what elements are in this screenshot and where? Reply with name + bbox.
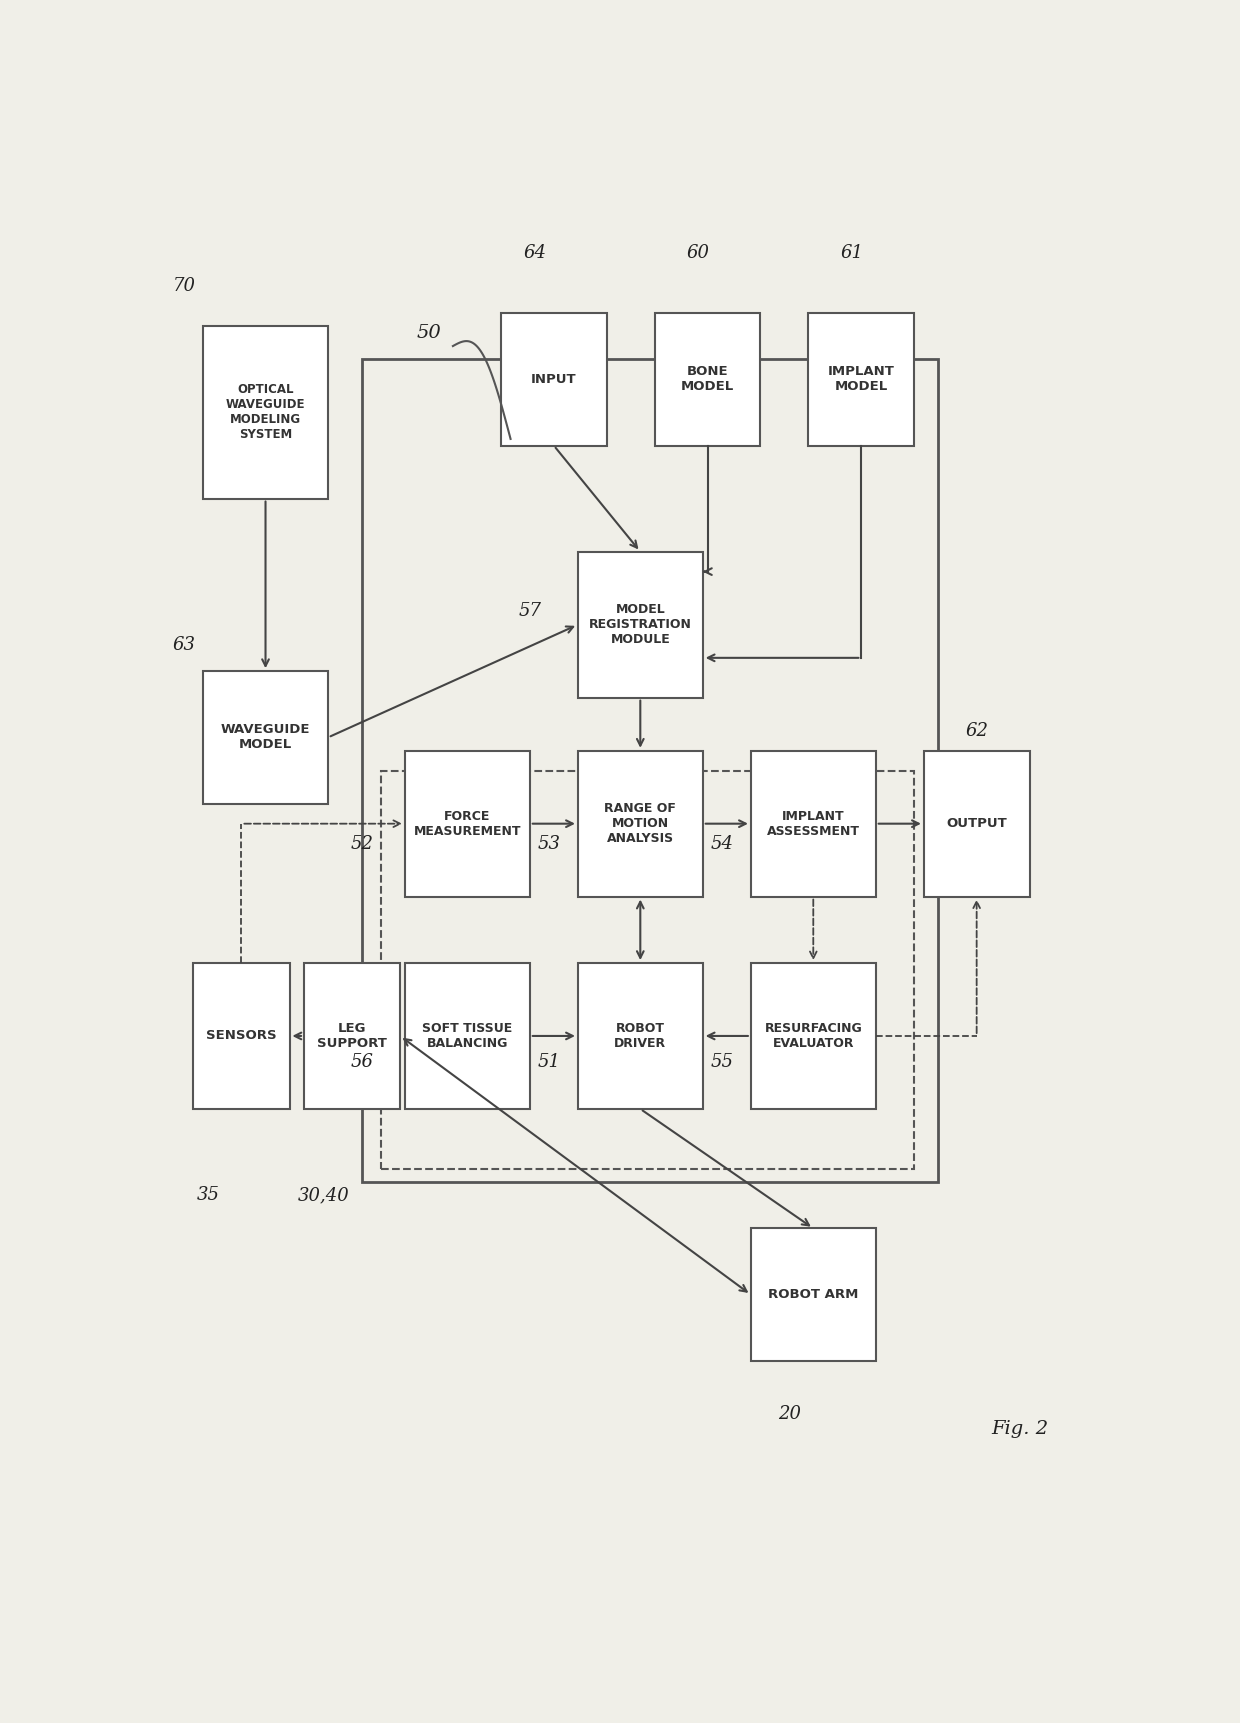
FancyBboxPatch shape	[751, 1228, 875, 1361]
Text: SENSORS: SENSORS	[206, 1029, 277, 1042]
Text: RANGE OF
MOTION
ANALYSIS: RANGE OF MOTION ANALYSIS	[604, 803, 676, 846]
Text: 53: 53	[537, 834, 560, 853]
Text: ROBOT
DRIVER: ROBOT DRIVER	[614, 1022, 666, 1049]
Text: Fig. 2: Fig. 2	[991, 1420, 1048, 1439]
FancyBboxPatch shape	[655, 314, 760, 446]
Text: 61: 61	[841, 245, 863, 262]
FancyBboxPatch shape	[578, 963, 703, 1110]
FancyBboxPatch shape	[203, 326, 327, 498]
Text: 52: 52	[350, 834, 373, 853]
Text: BONE
MODEL: BONE MODEL	[681, 365, 734, 393]
Text: 57: 57	[518, 603, 542, 620]
Text: MODEL
REGISTRATION
MODULE: MODEL REGISTRATION MODULE	[589, 603, 692, 646]
Text: 56: 56	[350, 1053, 373, 1072]
Text: 54: 54	[711, 834, 734, 853]
Text: WAVEGUIDE
MODEL: WAVEGUIDE MODEL	[221, 724, 310, 751]
FancyBboxPatch shape	[751, 963, 875, 1110]
Text: INPUT: INPUT	[531, 372, 577, 386]
Text: 64: 64	[523, 245, 546, 262]
Text: IMPLANT
MODEL: IMPLANT MODEL	[828, 365, 895, 393]
Text: ROBOT ARM: ROBOT ARM	[768, 1289, 858, 1301]
Text: 20: 20	[777, 1404, 801, 1423]
Text: SOFT TISSUE
BALANCING: SOFT TISSUE BALANCING	[422, 1022, 512, 1049]
FancyBboxPatch shape	[808, 314, 914, 446]
FancyBboxPatch shape	[404, 751, 529, 896]
FancyBboxPatch shape	[751, 751, 875, 896]
Text: 62: 62	[965, 722, 988, 739]
FancyBboxPatch shape	[578, 551, 703, 698]
FancyBboxPatch shape	[203, 670, 327, 803]
Text: FORCE
MEASUREMENT: FORCE MEASUREMENT	[414, 810, 521, 837]
FancyBboxPatch shape	[404, 963, 529, 1110]
Text: 60: 60	[687, 245, 709, 262]
Text: LEG
SUPPORT: LEG SUPPORT	[317, 1022, 387, 1049]
Text: OPTICAL
WAVEGUIDE
MODELING
SYSTEM: OPTICAL WAVEGUIDE MODELING SYSTEM	[226, 384, 305, 441]
Text: 35: 35	[196, 1185, 219, 1204]
FancyBboxPatch shape	[304, 963, 401, 1110]
Text: 55: 55	[711, 1053, 734, 1072]
FancyBboxPatch shape	[193, 963, 290, 1110]
Text: 50: 50	[417, 324, 441, 341]
FancyBboxPatch shape	[924, 751, 1029, 896]
FancyBboxPatch shape	[501, 314, 606, 446]
FancyBboxPatch shape	[578, 751, 703, 896]
Text: 70: 70	[172, 277, 196, 295]
Text: OUTPUT: OUTPUT	[946, 817, 1007, 830]
Text: 30,40: 30,40	[298, 1185, 348, 1204]
Text: IMPLANT
ASSESSMENT: IMPLANT ASSESSMENT	[766, 810, 859, 837]
Text: 63: 63	[172, 636, 196, 653]
Text: 51: 51	[537, 1053, 560, 1072]
Text: RESURFACING
EVALUATOR: RESURFACING EVALUATOR	[764, 1022, 862, 1049]
